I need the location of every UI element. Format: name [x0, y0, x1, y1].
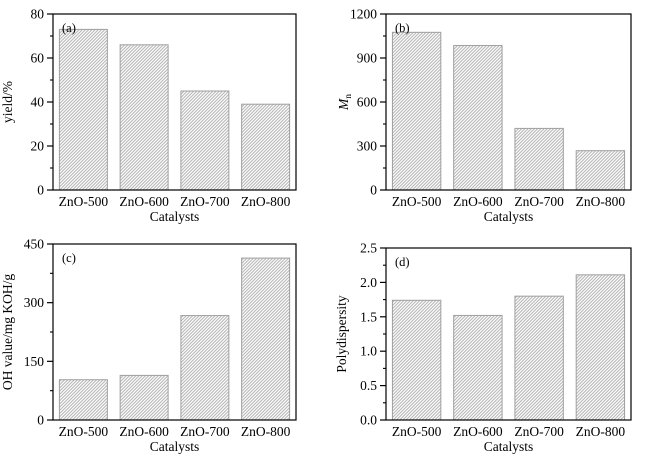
bar-ZnO-700: [180, 90, 230, 191]
x-category-label: ZnO-500: [392, 194, 442, 209]
y-tick-label: 20: [31, 139, 45, 154]
y-tick-label: 300: [24, 295, 45, 310]
y-tick-label: 450: [24, 237, 45, 252]
y-tick-label: 0: [37, 183, 44, 198]
x-category-label: ZnO-600: [119, 424, 169, 439]
chart-c-svg: 0 150 300 450 ZnO-500 ZnO-600 ZnO-700 ZnO-800 Ca…: [0, 237, 297, 454]
bar-ZnO-700: [180, 315, 230, 421]
x-category-label: ZnO-800: [576, 194, 626, 209]
bar-ZnO-800: [575, 150, 626, 191]
x-axis-label: Catalysts: [150, 439, 200, 454]
y-tick-label: 80: [31, 7, 45, 22]
y-tick-label: 150: [24, 354, 45, 369]
x-axis-label: Catalysts: [484, 209, 534, 224]
chart-b-mn: 0 300 600 900 1200 ZnO-500 ZnO-600 ZnO-700 ZnO-8…: [324, 0, 649, 230]
x-category-label: ZnO-500: [59, 194, 109, 209]
x-category-label: ZnO-700: [180, 424, 230, 439]
chart-d-svg: 0.0 0.5 1.0 1.5 2.0 2.5 ZnO-500 ZnO-600 ZnO-700 Z…: [334, 241, 632, 454]
x-category-label: ZnO-700: [180, 194, 230, 209]
chart-c-oh-value: 0 150 300 450 ZnO-500 ZnO-600 ZnO-700 ZnO-800 Ca…: [0, 230, 324, 460]
y-tick-label: 600: [357, 95, 378, 110]
panel-label: (b): [395, 21, 410, 35]
y-axis-label: OH value/mg KOH/g: [0, 274, 15, 390]
panel-label: (c): [62, 251, 76, 265]
bar-ZnO-800: [575, 274, 626, 421]
chart-b-svg: 0 300 600 900 1200 ZnO-500 ZnO-600 ZnO-700 ZnO-8…: [336, 7, 632, 224]
panel-label: (a): [62, 21, 76, 35]
y-tick-label: 900: [357, 51, 378, 66]
x-category-label: ZnO-700: [514, 424, 564, 439]
x-category-label: ZnO-600: [453, 424, 503, 439]
x-axis-label: Catalysts: [150, 209, 200, 224]
chart-d-polydispersity: 0.0 0.5 1.0 1.5 2.0 2.5 ZnO-500 ZnO-600 ZnO-700 Z…: [324, 230, 649, 460]
chart-a-svg: 0 20 40 60 80 ZnO-500 ZnO-600 ZnO-700 ZnO-800 Cat…: [0, 7, 297, 224]
bar-ZnO-500: [391, 31, 442, 191]
x-category-label: ZnO-800: [241, 424, 291, 439]
bar-ZnO-800: [241, 103, 291, 191]
bar-ZnO-600: [453, 45, 503, 191]
bar-ZnO-600: [453, 314, 503, 421]
y-tick-label: 300: [357, 139, 378, 154]
x-axis-label: Catalysts: [484, 439, 534, 454]
y-tick-label: 0.0: [360, 413, 377, 428]
y-axis-label: Polydispersity: [334, 295, 349, 373]
y-tick-label: 2.5: [360, 241, 377, 256]
y-tick-label: 1.0: [360, 344, 377, 359]
bar-ZnO-700: [514, 295, 564, 421]
y-tick-label: 60: [31, 51, 45, 66]
bar-ZnO-600: [119, 44, 169, 191]
y-tick-label: 40: [31, 95, 45, 110]
y-tick-label: 1200: [350, 7, 377, 22]
y-axis-label: Mn: [336, 94, 354, 111]
panel-label: (d): [395, 255, 410, 269]
y-tick-label: 0: [370, 183, 377, 198]
y-axis-label: yield/%: [0, 81, 15, 123]
y-tick-label: 0.5: [360, 378, 377, 393]
bar-ZnO-500: [58, 28, 108, 191]
x-category-label: ZnO-800: [576, 424, 626, 439]
x-category-label: ZnO-800: [241, 194, 291, 209]
y-tick-label: 1.5: [360, 309, 377, 324]
bar-ZnO-500: [391, 299, 442, 421]
chart-a-yield: 0 20 40 60 80 ZnO-500 ZnO-600 ZnO-700 ZnO-800 Cat…: [0, 0, 324, 230]
bar-ZnO-500: [58, 379, 108, 421]
bar-ZnO-600: [119, 374, 169, 421]
x-category-label: ZnO-600: [453, 194, 503, 209]
x-category-label: ZnO-500: [392, 424, 442, 439]
bar-ZnO-700: [514, 127, 564, 191]
y-tick-label: 0: [37, 413, 44, 428]
x-category-label: ZnO-500: [59, 424, 109, 439]
bar-ZnO-800: [241, 257, 291, 421]
y-tick-label: 2.0: [360, 275, 377, 290]
x-category-label: ZnO-600: [119, 194, 169, 209]
x-category-label: ZnO-700: [514, 194, 564, 209]
